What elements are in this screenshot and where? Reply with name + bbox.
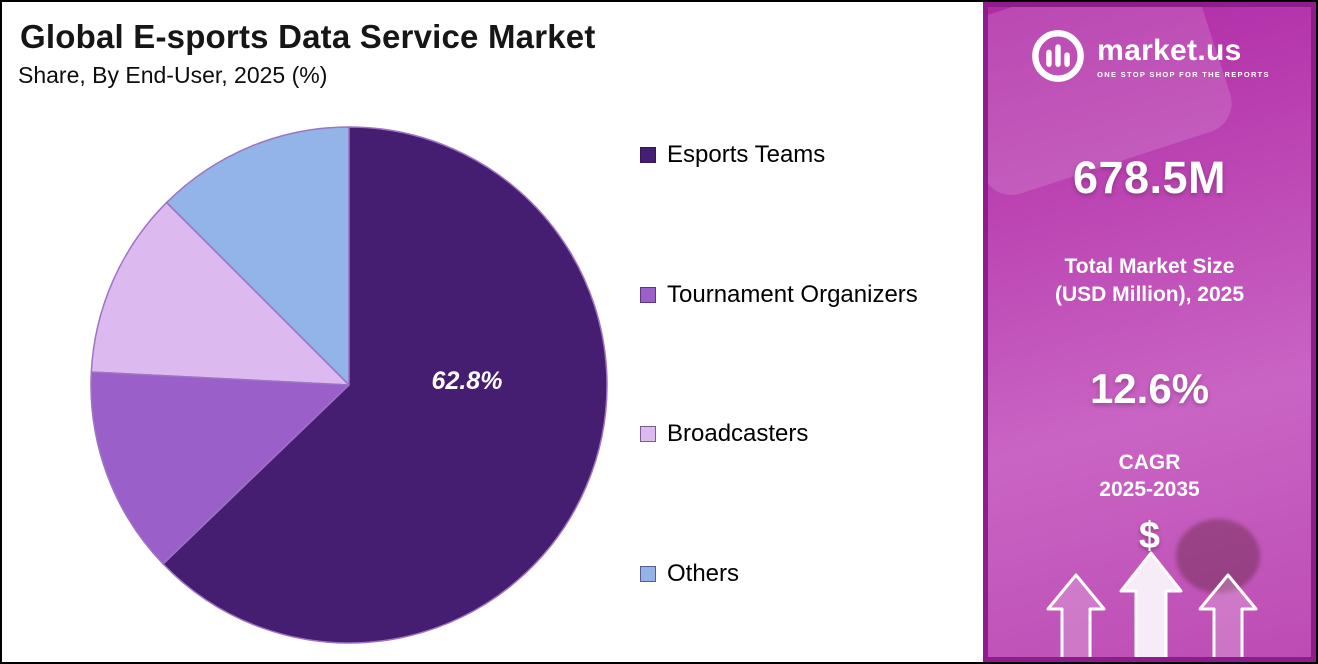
stats-sidebar: market.us ONE STOP SHOP FOR THE REPORTS … bbox=[983, 2, 1316, 662]
legend-swatch-icon bbox=[640, 147, 656, 163]
pie-slice-tournament-organizers bbox=[90, 371, 351, 566]
legend-item-tournament-organizers: Tournament Organizers bbox=[640, 281, 918, 309]
pie-chart-svg: 62.8% bbox=[90, 126, 608, 644]
brand-name: market.us bbox=[1097, 33, 1242, 67]
legend-label: Others bbox=[667, 559, 740, 587]
brand: market.us ONE STOP SHOP FOR THE REPORTS bbox=[988, 27, 1311, 85]
dollar-sign-icon: $ bbox=[1138, 515, 1161, 557]
cagr-label-line1: CAGR bbox=[1118, 451, 1181, 474]
legend-swatch-icon bbox=[640, 286, 656, 303]
pie-slice-esports-teams bbox=[162, 126, 608, 644]
pie-chart: 62.8% bbox=[85, 121, 613, 649]
total-market-size-label-line2: (USD Million), 2025 bbox=[1054, 283, 1245, 307]
growth-arrows-icon bbox=[1046, 551, 1258, 657]
chart-legend: Esports Teams Tournament Organizers Broa… bbox=[640, 141, 918, 588]
pie-slice-others bbox=[165, 126, 350, 387]
legend-item-others: Others bbox=[640, 560, 918, 588]
legend-swatch-icon bbox=[640, 426, 656, 443]
pie-data-label: 62.8% bbox=[432, 367, 503, 395]
brand-tagline: ONE STOP SHOP FOR THE REPORTS bbox=[1097, 69, 1270, 79]
cagr-value: 12.6% bbox=[1089, 365, 1210, 412]
brand-text: market.us ONE STOP SHOP FOR THE REPORTS bbox=[1097, 34, 1270, 79]
legend-item-esports-teams: Esports Teams bbox=[640, 141, 918, 169]
chart-subtitle: Share, By End-User, 2025 (%) bbox=[18, 62, 328, 88]
legend-swatch-icon bbox=[640, 565, 656, 582]
total-market-size-label: Total Market Size (USD Million), 2025 bbox=[988, 253, 1311, 310]
total-market-size-label-line1: Total Market Size bbox=[1064, 255, 1235, 278]
brand-logo-icon bbox=[1032, 30, 1084, 82]
legend-label: Broadcasters bbox=[667, 420, 809, 448]
cagr-label-line2: 2025-2035 bbox=[1099, 478, 1200, 502]
chart-area: Global E-sports Data Service Market Shar… bbox=[2, 2, 987, 662]
page-title: Global E-sports Data Service Market bbox=[20, 18, 596, 55]
legend-label: Tournament Organizers bbox=[667, 280, 918, 308]
legend-item-broadcasters: Broadcasters bbox=[640, 420, 918, 448]
pie-slice-broadcasters bbox=[90, 201, 351, 386]
legend-label: Esports Teams bbox=[667, 141, 826, 168]
total-market-size-value: 678.5M bbox=[1072, 152, 1227, 203]
cagr-label: CAGR 2025-2035 bbox=[988, 449, 1311, 504]
